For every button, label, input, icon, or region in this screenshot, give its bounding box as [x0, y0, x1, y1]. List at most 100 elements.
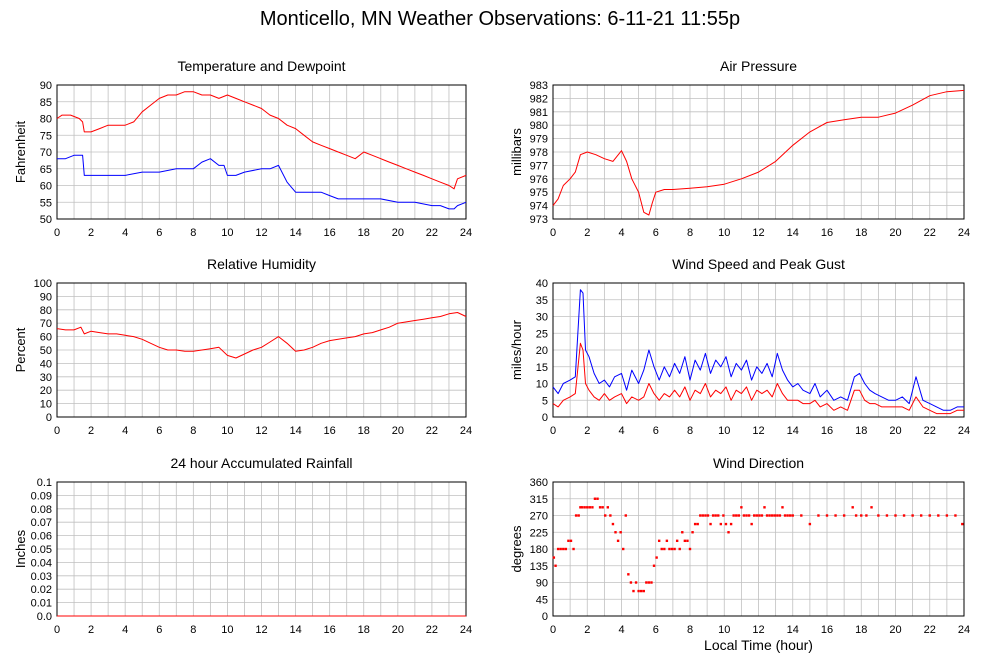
x-tick-label: 14 [289, 227, 301, 239]
data-point [577, 514, 580, 517]
data-point [663, 547, 666, 551]
y-tick-label: 983 [530, 80, 548, 92]
data-point [673, 547, 676, 551]
data-point [719, 522, 723, 526]
x-tick-label: 10 [221, 425, 233, 437]
y-tick-label: 100 [34, 278, 52, 290]
data-point [961, 522, 964, 526]
data-point [825, 514, 829, 517]
data-point [758, 514, 761, 517]
data-point [634, 581, 638, 584]
y-tick-label: 979 [530, 134, 548, 146]
y-tick-label: 225 [530, 527, 548, 539]
x-tick-label: 20 [392, 624, 404, 636]
x-tick-label: 20 [889, 624, 901, 636]
data-point [632, 589, 635, 593]
x-tick-label: 6 [653, 624, 659, 636]
data-point [652, 564, 656, 567]
y-tick-label: 5 [542, 395, 548, 407]
series-line-2 [57, 154, 467, 210]
data-point [783, 514, 787, 517]
y-tick-label: 315 [530, 494, 548, 506]
x-tick-label: 24 [958, 624, 970, 636]
x-tick-label: 2 [584, 425, 590, 437]
x-tick-label: 4 [618, 425, 624, 437]
data-point [591, 506, 594, 509]
y-tick-label: 0.0 [37, 611, 52, 623]
y-tick-label: 0.1 [37, 477, 52, 489]
data-point [696, 522, 699, 526]
y-tick-label: 90 [536, 578, 548, 590]
y-tick-label: 50 [40, 214, 52, 226]
chart-title: Temperature and Dewpoint [177, 58, 345, 74]
x-tick-label: 8 [687, 425, 693, 437]
data-point [593, 497, 597, 500]
x-tick-label: 18 [358, 227, 370, 239]
x-tick-label: 22 [924, 624, 936, 636]
data-point [771, 514, 774, 517]
data-point [627, 573, 630, 576]
data-point [619, 531, 622, 534]
x-tick-label: 8 [190, 624, 196, 636]
series-line-1 [56, 312, 467, 359]
chart-1: 0 2 4 6 8 10 12 14 16 18 20 22 24505560657075808590T… [13, 58, 472, 239]
y-tick-label: 30 [536, 312, 548, 324]
x-tick-label: 10 [718, 425, 730, 437]
data-point [569, 539, 573, 543]
y-tick-label: 978 [530, 147, 548, 159]
data-point [735, 514, 738, 517]
series-line-1 [552, 89, 965, 216]
data-point [724, 522, 728, 526]
x-tick-label: 10 [221, 624, 233, 636]
y-tick-label: 0.01 [31, 598, 52, 610]
data-point [937, 514, 940, 517]
y-tick-label: 0.09 [31, 490, 52, 502]
data-point [865, 514, 868, 517]
y-tick-label: 65 [40, 164, 52, 176]
data-point [650, 581, 653, 584]
x-tick-label: 6 [653, 227, 659, 239]
y-tick-label: 180 [530, 544, 548, 556]
data-point [556, 547, 560, 551]
x-axis-label: Local Time (hour) [704, 637, 813, 653]
x-tick-label: 12 [255, 624, 267, 636]
x-tick-label: 0 [550, 425, 556, 437]
x-tick-label: 24 [958, 227, 970, 239]
data-point [800, 514, 803, 517]
y-tick-label: 975 [530, 187, 548, 199]
data-point [854, 514, 858, 517]
data-point [604, 514, 607, 517]
data-point [727, 531, 730, 534]
chart-6: 0 2 4 6 8 10 12 14 16 18 20 22 240459013518022527031… [509, 455, 970, 653]
y-tick-label: 90 [40, 291, 52, 303]
data-point [609, 514, 612, 517]
data-point [902, 514, 906, 517]
x-tick-label: 0 [550, 624, 556, 636]
data-point [686, 539, 689, 543]
y-tick-label: 70 [40, 147, 52, 159]
x-tick-label: 24 [460, 227, 472, 239]
x-tick-label: 12 [255, 425, 267, 437]
data-point [675, 539, 679, 543]
data-point [655, 556, 658, 559]
chart-title: Relative Humidity [207, 256, 316, 272]
y-tick-label: 0 [542, 412, 548, 424]
data-point [678, 547, 681, 551]
data-point [860, 514, 863, 517]
data-point [645, 581, 648, 584]
data-point [616, 539, 620, 543]
x-tick-label: 2 [584, 227, 590, 239]
y-tick-label: 85 [40, 97, 52, 109]
x-tick-label: 20 [889, 227, 901, 239]
data-point [588, 506, 592, 509]
y-tick-label: 0 [46, 412, 52, 424]
data-point [706, 514, 710, 517]
y-tick-label: 10 [536, 379, 548, 391]
x-tick-label: 8 [687, 227, 693, 239]
chart-title: 24 hour Accumulated Rainfall [170, 455, 352, 471]
data-point [928, 514, 931, 517]
plot-frame [56, 282, 467, 418]
x-tick-label: 16 [324, 425, 336, 437]
